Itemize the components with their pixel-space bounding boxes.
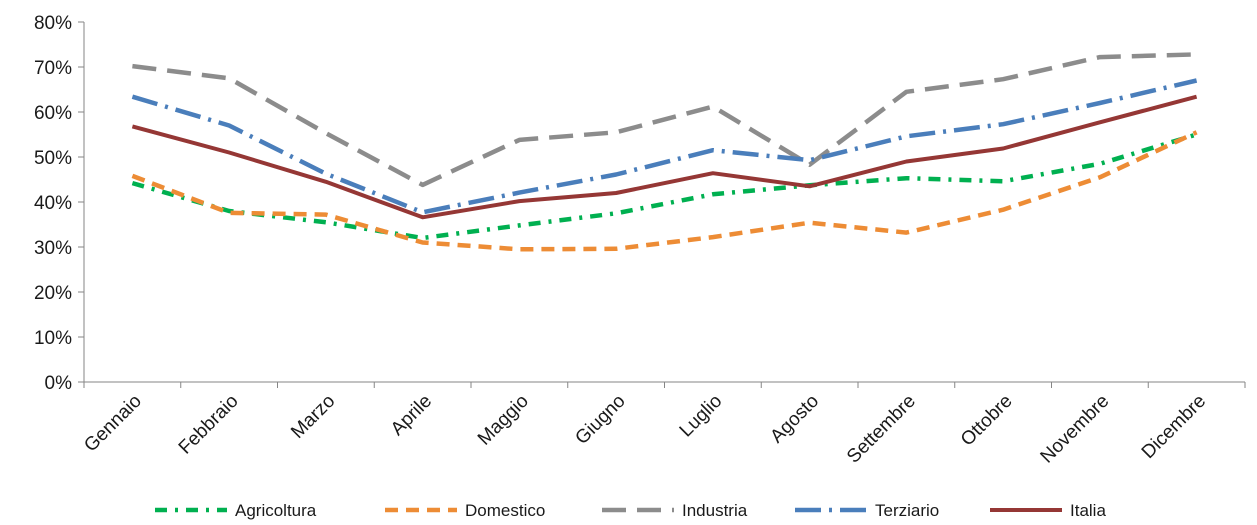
y-tick-label: 70% — [34, 58, 72, 79]
legend-label-industria: Industria — [682, 501, 748, 520]
series-line-industria — [132, 52, 1197, 188]
x-tick-label: Aprile — [387, 391, 436, 440]
y-tick-label: 80% — [34, 13, 72, 34]
x-tick-label: Dicembre — [1138, 391, 1210, 463]
series-line-domestico — [131, 130, 1198, 252]
series-line-italia — [131, 94, 1198, 220]
x-tick-label: Agosto — [766, 391, 823, 448]
y-tick-label: 10% — [34, 328, 72, 349]
legend-label-terziario: Terziario — [875, 501, 939, 520]
x-tick-label: Giugno — [571, 391, 629, 449]
legend-label-italia: Italia — [1070, 501, 1106, 520]
x-tick-label: Ottobre — [957, 391, 1017, 451]
y-tick-label: 60% — [34, 103, 72, 124]
y-tick-label: 40% — [34, 193, 72, 214]
legend: Agricoltura Domestico Industria Terziario It… — [155, 501, 1106, 520]
y-tick-label: 30% — [34, 238, 72, 259]
legend-label-agricoltura: Agricoltura — [235, 501, 317, 520]
x-tick-label: Febbraio — [175, 391, 243, 459]
series-lines — [131, 52, 1198, 252]
x-tick-label: Maggio — [474, 391, 533, 450]
x-tick-label: Marzo — [287, 391, 339, 443]
series-line-agricoltura — [131, 132, 1198, 241]
y-tick-label: 20% — [34, 283, 72, 304]
x-tick-label: Gennaio — [80, 391, 146, 457]
x-tick-label: Settembre — [843, 391, 920, 468]
y-tick-label: 0% — [45, 373, 73, 394]
x-tick-label: Novembre — [1037, 391, 1114, 468]
x-axis: Gennaio Febbraio Marzo Aprile Maggio Giugno Lu… — [80, 381, 1246, 468]
y-tick-label: 50% — [34, 148, 72, 169]
x-tick-label: Luglio — [676, 391, 727, 442]
legend-label-domestico: Domestico — [465, 501, 545, 520]
series-line-terziario — [131, 78, 1198, 215]
y-axis: 0% 10% 20% 30% 40% 50% 60% 70% 80% — [34, 13, 85, 394]
